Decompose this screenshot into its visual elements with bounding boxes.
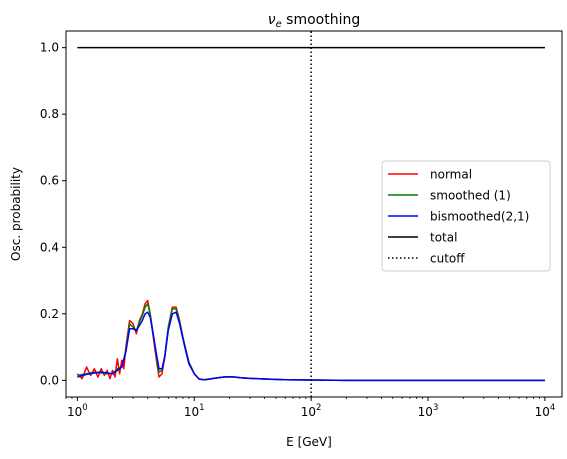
y-axis: 0.0 0.2 0.4 0.6 0.8 1.0 <box>40 41 66 387</box>
x-tick-label: 104 <box>535 403 556 419</box>
legend-label-normal: normal <box>430 168 472 182</box>
legend-label-cutoff: cutoff <box>430 252 465 266</box>
legend-box <box>381 160 551 272</box>
legend: normal smoothed (1) bismoothed(2,1) total cu… <box>381 160 551 272</box>
series-layer <box>76 31 545 397</box>
legend-label-bismoothed-2-1: bismoothed(2,1) <box>430 210 529 224</box>
x-tick-label: 102 <box>301 403 322 419</box>
x-axis: 100 101 102 103 104 <box>65 397 556 419</box>
x-tick-label: 100 <box>67 403 88 419</box>
plot-frame <box>65 30 563 398</box>
x-axis-label: E [GeV] <box>286 435 332 449</box>
y-axis-label: Osc. probability <box>9 167 23 261</box>
y-tick-label: 0.8 <box>40 107 59 121</box>
y-tick-label: 0.6 <box>40 174 59 188</box>
legend-label-total: total <box>430 231 457 245</box>
y-tick-label: 0.4 <box>40 240 59 254</box>
y-tick-label: 1.0 <box>40 41 59 55</box>
x-tick-label: 101 <box>184 403 205 419</box>
chart-title: νe smoothing <box>268 12 361 30</box>
series-line-bismoothed-2-1 <box>77 311 545 382</box>
y-tick-label: 0.2 <box>40 307 59 321</box>
legend-label-smoothed-1: smoothed (1) <box>430 189 511 203</box>
x-tick-label: 103 <box>418 403 439 419</box>
y-tick-label: 0.0 <box>40 373 59 387</box>
